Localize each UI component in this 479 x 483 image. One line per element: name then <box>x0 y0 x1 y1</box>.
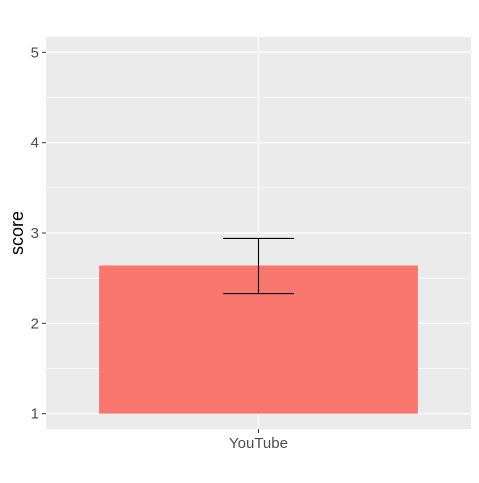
x-axis-ticks: YouTube <box>229 429 288 452</box>
y-tick-label: 4 <box>31 135 39 152</box>
x-tick-label: YouTube <box>229 435 288 452</box>
y-axis-ticks: 1 2 3 4 5 <box>31 44 46 423</box>
y-tick-label: 1 <box>31 406 39 423</box>
y-axis-title: score <box>7 211 27 255</box>
y-tick-label: 3 <box>31 225 39 242</box>
y-tick-label: 2 <box>31 315 39 332</box>
error-bars <box>223 237 294 295</box>
y-tick-label: 5 <box>31 44 39 61</box>
error-bar <box>223 237 294 295</box>
